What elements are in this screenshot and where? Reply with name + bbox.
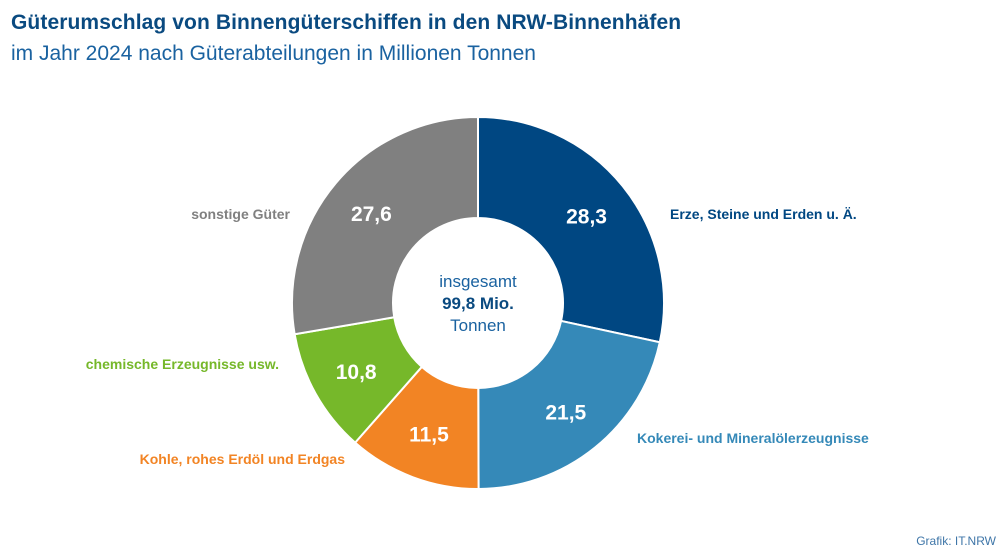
center-label-line3: Tonnen <box>450 316 506 335</box>
center-label-line1: insgesamt <box>439 272 517 291</box>
donut-slice <box>477 115 665 344</box>
slice-value-label: 11,5 <box>409 424 449 447</box>
slice-value-label: 27,6 <box>351 203 392 226</box>
slice-category-label: Kohle, rohes Erdöl und Erdgas <box>140 451 346 467</box>
slice-category-label: Erze, Steine und Erden u. Ä. <box>670 206 857 222</box>
center-label: insgesamt 99,8 Mio. Tonnen <box>439 272 517 335</box>
slice-value-labels: 28,3 21,5 11,5 10,8 27,6 <box>336 203 607 447</box>
slice-category-labels: Erze, Steine und Erden u. Ä. Kokerei- und… <box>86 206 869 467</box>
center-label-total: 99,8 Mio. <box>442 294 514 313</box>
slice-value-label: 28,3 <box>566 205 607 228</box>
slice-category-label: sonstige Güter <box>191 206 290 222</box>
chart-subtitle: im Jahr 2024 nach Güterabteilungen in Mi… <box>11 42 536 65</box>
chart-title: Güterumschlag von Binnengüterschiffen in… <box>11 11 682 34</box>
donut-slice <box>477 319 661 491</box>
slice-category-label: chemische Erzeugnisse usw. <box>86 356 279 372</box>
slice-category-label: Kokerei- und Mineralölerzeugnisse <box>637 430 869 446</box>
source-note: Grafik: IT.NRW <box>916 534 996 548</box>
donut-slices <box>291 115 665 491</box>
slice-value-label: 10,8 <box>336 361 377 384</box>
slice-value-label: 21,5 <box>545 401 586 424</box>
donut-slice <box>291 115 479 336</box>
